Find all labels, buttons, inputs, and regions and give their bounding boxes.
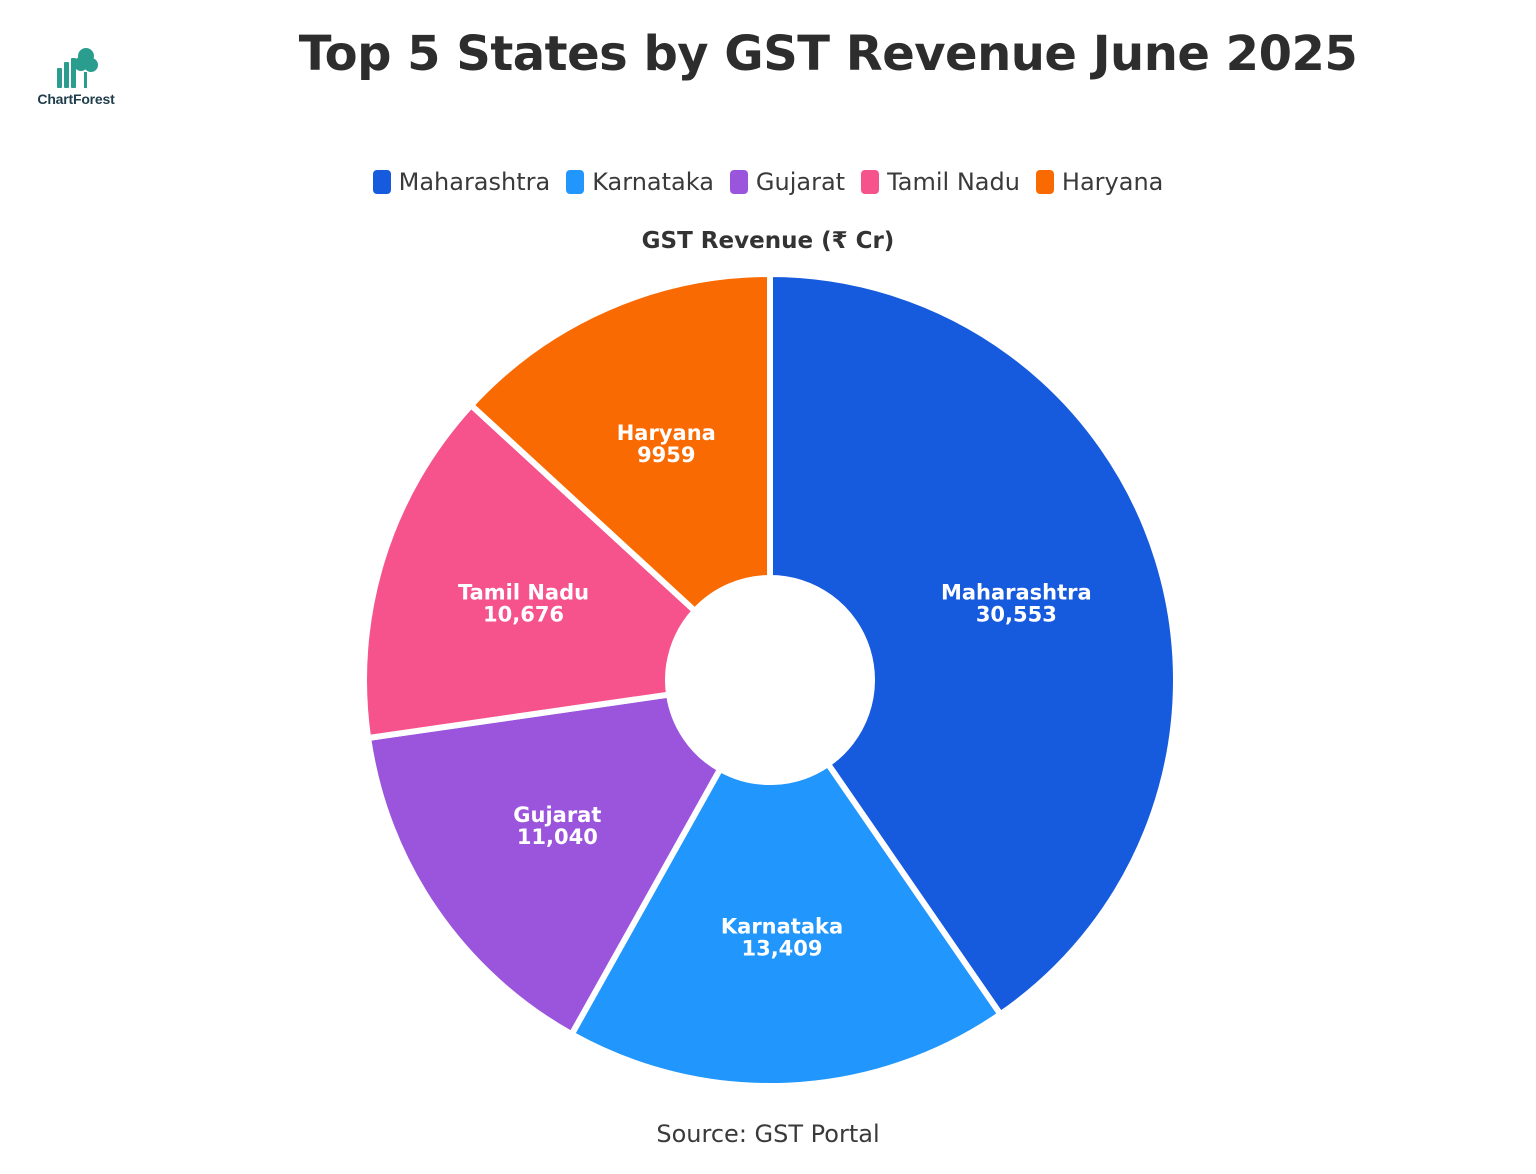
slice-value-maharashtra: 30,553 [976,602,1057,626]
slice-maharashtra[interactable] [767,271,1179,1018]
bar-chart-tree-icon [57,48,98,88]
slice-label-maharashtra: Maharashtra [941,580,1092,604]
slice-haryana[interactable] [468,271,773,614]
slice-tamil-nadu[interactable] [361,402,698,742]
slice-value-gujarat: 11,040 [517,825,598,849]
legend-swatch [729,170,748,194]
slice-label-gujarat: Gujarat [513,803,601,827]
legend-swatch [566,170,585,194]
legend-item-maharashtra[interactable]: Maharashtra [372,166,551,198]
slice-value-karnataka: 13,409 [741,937,822,961]
slice-value-tamil-nadu: 10,676 [483,603,564,627]
legend-label: Tamil Nadu [887,168,1020,196]
chartforest-logo: ChartForest [30,46,122,107]
legend-item-haryana[interactable]: Haryana [1035,166,1164,198]
legend-swatch [1035,170,1054,194]
chart-subtitle: GST Revenue (₹ Cr) [641,228,895,254]
legend: Maharashtra Karnataka Gujarat Tamil Nadu Har… [0,166,1536,198]
legend-swatch [372,170,391,194]
slice-gujarat[interactable] [365,691,724,1038]
legend-swatch [861,170,880,194]
slice-label-karnataka: Karnataka [721,915,843,939]
slice-value-haryana: 9959 [637,443,695,467]
legend-label: Karnataka [592,168,714,196]
legend-label: Haryana [1061,168,1164,196]
slice-label-tamil-nadu: Tamil Nadu [458,581,589,605]
legend-label: Maharashtra [398,168,551,196]
logo-text: ChartForest [37,91,115,107]
slice-label-haryana: Haryana [617,421,716,445]
legend-item-karnataka[interactable]: Karnataka [566,166,714,198]
source-note: Source: GST Portal [656,1120,880,1148]
legend-label: Gujarat [755,168,846,196]
chart-title: Top 5 States by GST Revenue June 2025 [298,26,1358,82]
legend-item-tamil-nadu[interactable]: Tamil Nadu [861,166,1020,198]
legend-item-gujarat[interactable]: Gujarat [729,166,846,198]
